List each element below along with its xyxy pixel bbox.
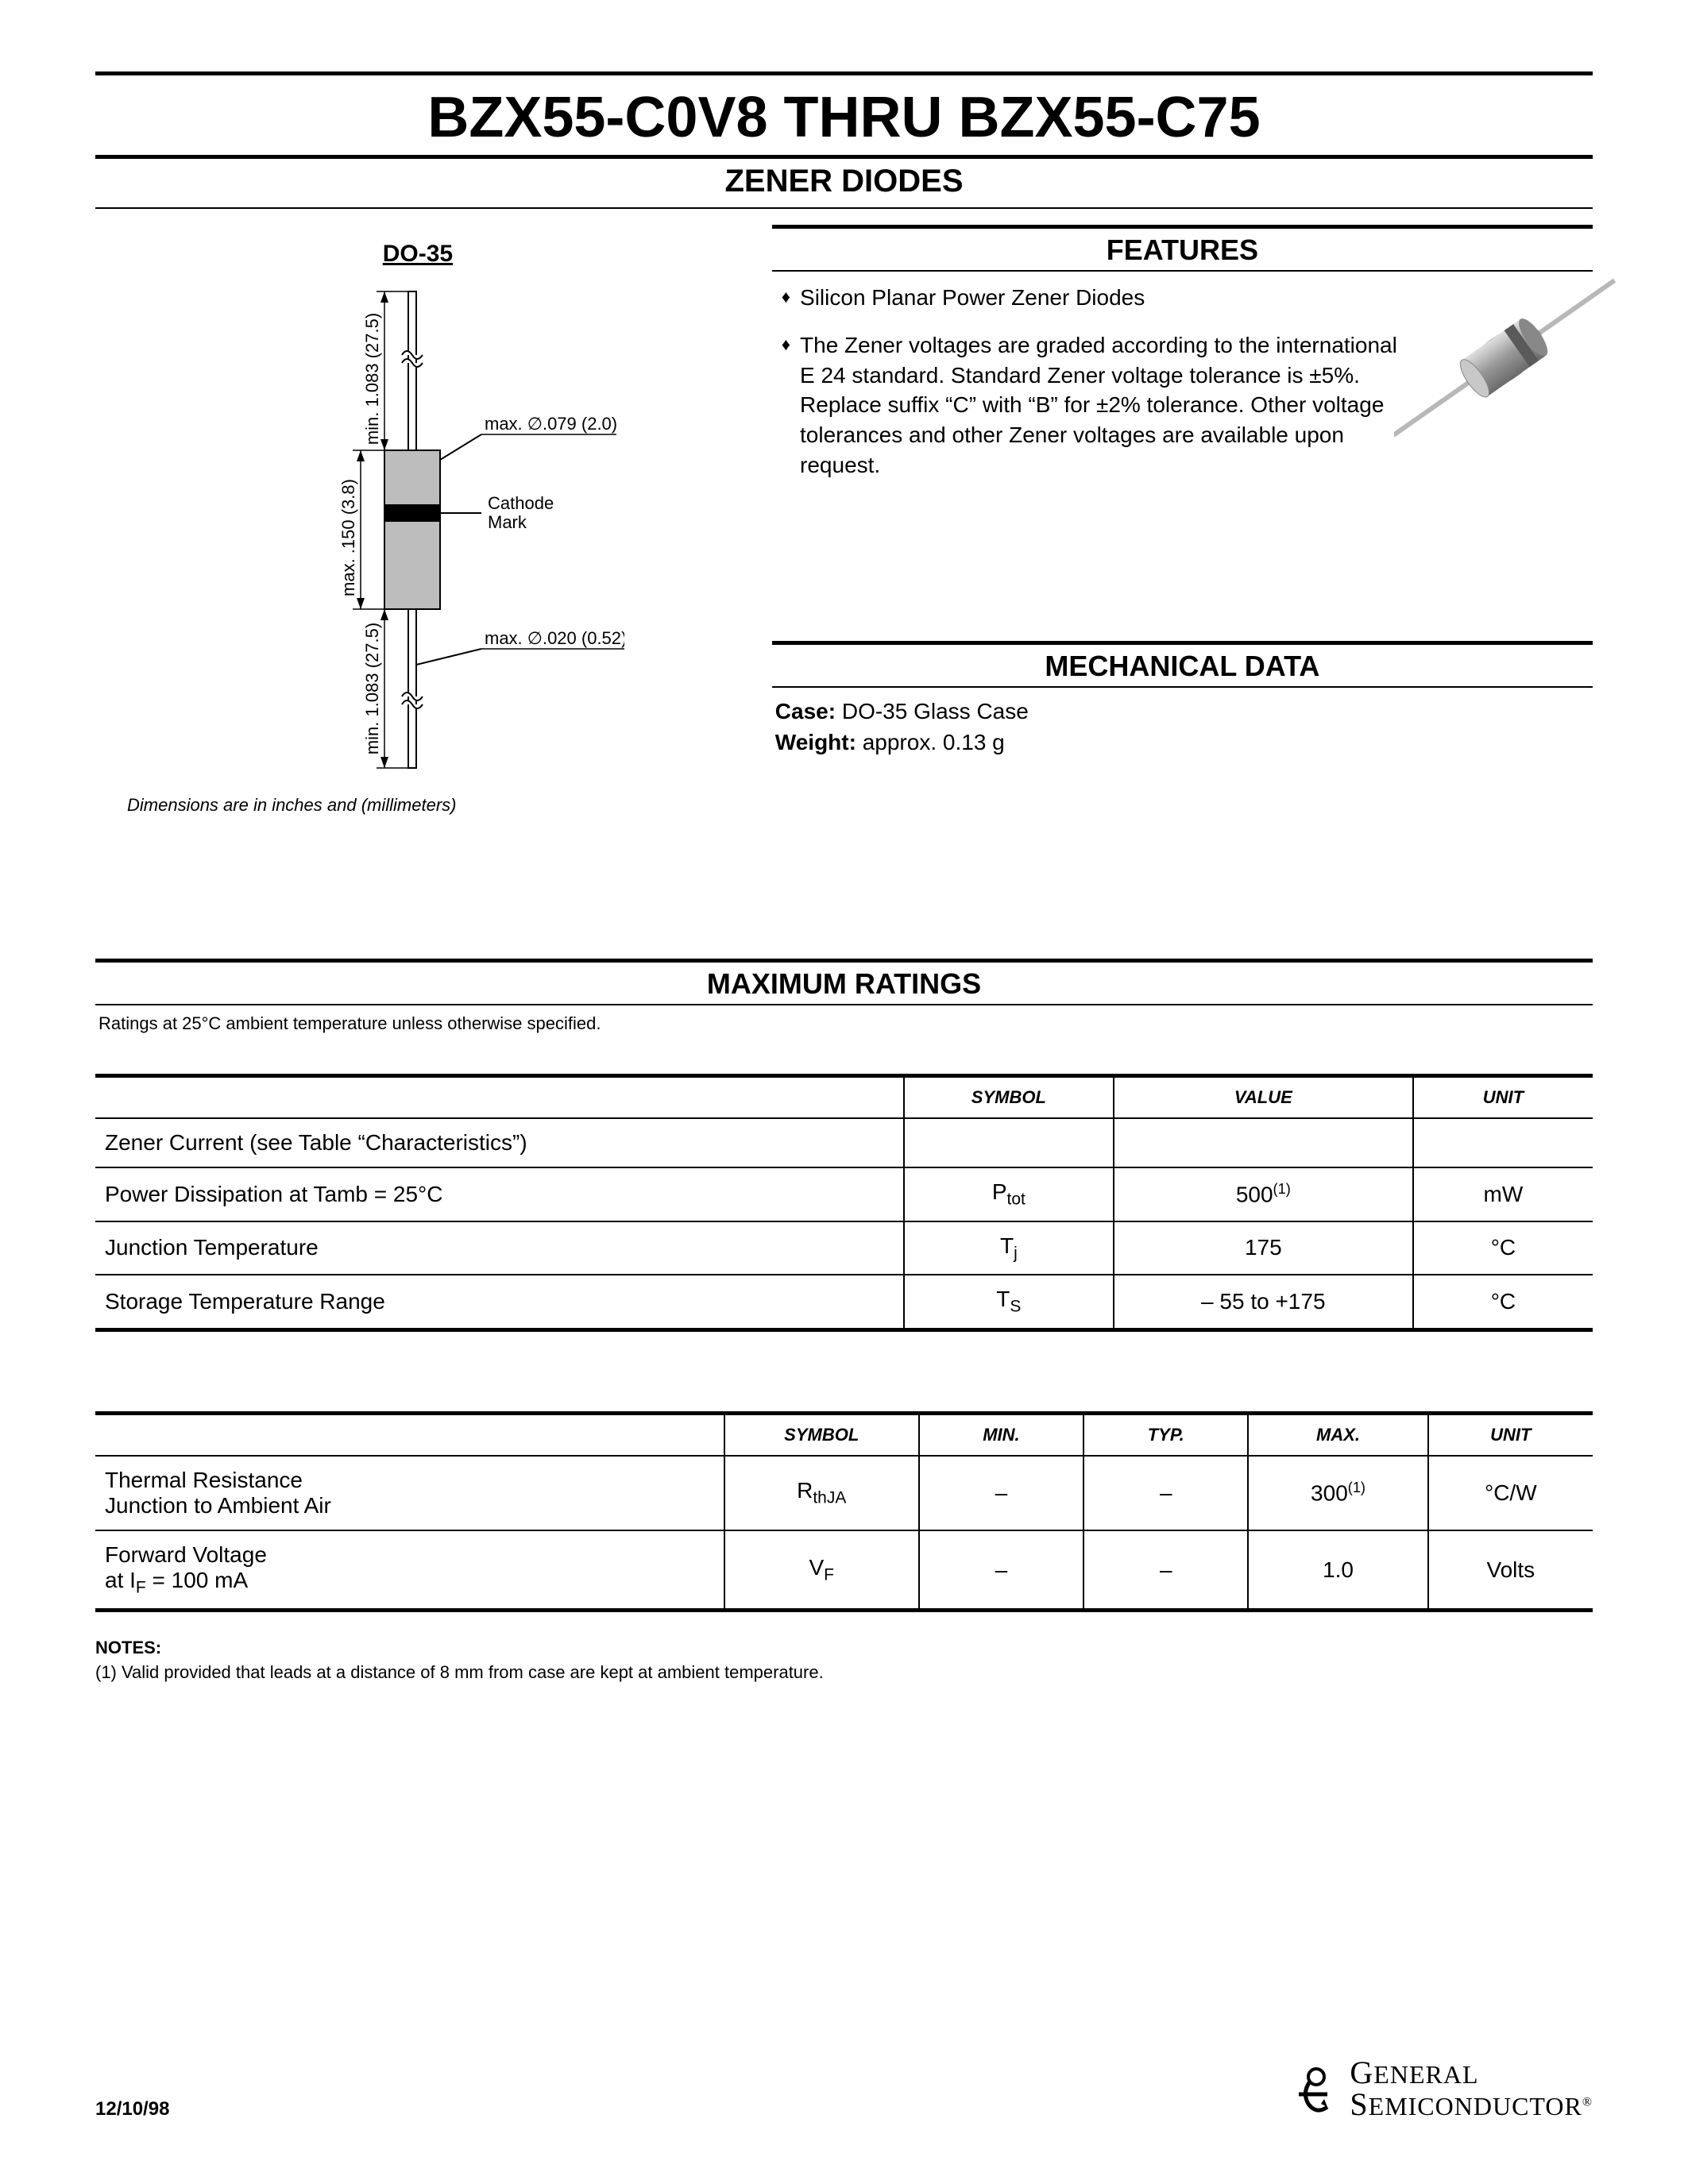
max-ratings-heading: MAXIMUM RATINGS bbox=[95, 959, 1593, 1005]
two-column-region: DO-35 Cathode Mark max. ∅.079 (2.0) bbox=[95, 225, 1593, 816]
note-item: (1) Valid provided that leads at a dista… bbox=[95, 1661, 1593, 1685]
max-ratings-section: MAXIMUM RATINGS Ratings at 25°C ambient … bbox=[95, 959, 1593, 1685]
unit-cell: °C bbox=[1413, 1221, 1593, 1275]
symbol-cell: TS bbox=[904, 1275, 1114, 1329]
registered-icon: ® bbox=[1582, 2095, 1593, 2109]
do35-body-len-label: max. .150 (3.8) bbox=[338, 479, 358, 596]
table-header-row: SYMBOL VALUE UNIT bbox=[95, 1076, 1593, 1119]
value-cell: 500(1) bbox=[1114, 1167, 1413, 1221]
typ-cell: – bbox=[1083, 1456, 1248, 1530]
max-ratings-table: SYMBOL VALUE UNIT Zener Current (see Tab… bbox=[95, 1074, 1593, 1332]
diode-photo-illustration bbox=[1394, 257, 1617, 463]
col-header: UNIT bbox=[1428, 1413, 1593, 1456]
table-header-row: SYMBOL MIN. TYP. MAX. UNIT bbox=[95, 1413, 1593, 1456]
mechanical-body: Case: DO-35 Glass Case Weight: approx. 0… bbox=[772, 688, 1593, 758]
table-row: Power Dissipation at Tamb = 25°C Ptot 50… bbox=[95, 1167, 1593, 1221]
table-row: Storage Temperature Range TS – 55 to +17… bbox=[95, 1275, 1593, 1329]
do35-cathode-label: Cathode bbox=[488, 493, 554, 513]
value-cell bbox=[1114, 1118, 1413, 1167]
symbol-cell bbox=[904, 1118, 1114, 1167]
col-header: SYMBOL bbox=[904, 1076, 1114, 1119]
case-value: DO-35 Glass Case bbox=[842, 699, 1029, 723]
param-cell: Forward Voltageat IF = 100 mA bbox=[95, 1530, 724, 1611]
logo-mark-icon bbox=[1292, 2061, 1340, 2116]
unit-cell: Volts bbox=[1428, 1530, 1593, 1611]
min-cell: – bbox=[919, 1456, 1083, 1530]
col-header: SYMBOL bbox=[724, 1413, 919, 1456]
unit-cell: mW bbox=[1413, 1167, 1593, 1221]
col-header bbox=[95, 1076, 904, 1119]
param-cell: Power Dissipation at Tamb = 25°C bbox=[95, 1167, 904, 1221]
page-footer: 12/10/98 GENERAL SEMICONDUCTOR® bbox=[95, 2057, 1593, 2120]
max-ratings-note: Ratings at 25°C ambient temperature unle… bbox=[95, 1005, 1593, 1074]
value-cell: 175 bbox=[1114, 1221, 1413, 1275]
param-cell: Junction Temperature bbox=[95, 1221, 904, 1275]
col-header: MAX. bbox=[1248, 1413, 1427, 1456]
col-header: TYP. bbox=[1083, 1413, 1248, 1456]
feature-text: Silicon Planar Power Zener Diodes bbox=[800, 283, 1145, 313]
symbol-cell: RthJA bbox=[724, 1456, 919, 1530]
typ-cell: – bbox=[1083, 1530, 1248, 1611]
notes-heading: NOTES: bbox=[95, 1636, 1593, 1661]
symbol-cell: VF bbox=[724, 1530, 919, 1611]
logo-text: GENERAL SEMICONDUCTOR® bbox=[1350, 2057, 1593, 2120]
col-header bbox=[95, 1413, 724, 1456]
unit-cell: °C/W bbox=[1428, 1456, 1593, 1530]
case-label: Case: bbox=[775, 699, 836, 723]
bullet-diamond-icon: ♦ bbox=[782, 330, 790, 480]
table-row: Thermal ResistanceJunction to Ambient Ai… bbox=[95, 1456, 1593, 1530]
do35-lead-top-label: min. 1.083 (27.5) bbox=[362, 313, 382, 445]
unit-cell bbox=[1413, 1118, 1593, 1167]
unit-cell: °C bbox=[1413, 1275, 1593, 1329]
dimensions-note: Dimensions are in inches and (millimeter… bbox=[127, 795, 740, 816]
param-cell: Zener Current (see Table “Characteristic… bbox=[95, 1118, 904, 1167]
param-cell: Thermal ResistanceJunction to Ambient Ai… bbox=[95, 1456, 724, 1530]
symbol-cell: Ptot bbox=[904, 1167, 1114, 1221]
do35-diagram: Cathode Mark max. ∅.079 (2.0) max. ∅.020… bbox=[211, 284, 624, 776]
do35-dia1-label: max. ∅.079 (2.0) bbox=[485, 414, 617, 434]
rule-under-subtitle bbox=[95, 207, 1593, 209]
table-row: Forward Voltageat IF = 100 mA VF – – 1.0… bbox=[95, 1530, 1593, 1611]
max-cell: 1.0 bbox=[1248, 1530, 1427, 1611]
logo-line1-text: ENERAL bbox=[1373, 2060, 1478, 2089]
page-title: BZX55-C0V8 THRU BZX55-C75 bbox=[95, 75, 1593, 155]
max-cell: 300(1) bbox=[1248, 1456, 1427, 1530]
logo-line2-text: EMICONDUCTOR bbox=[1369, 2092, 1582, 2120]
col-header: VALUE bbox=[1114, 1076, 1413, 1119]
secondary-ratings-table: SYMBOL MIN. TYP. MAX. UNIT Thermal Resis… bbox=[95, 1411, 1593, 1613]
mechanical-heading: MECHANICAL DATA bbox=[772, 641, 1593, 688]
col-header: UNIT bbox=[1413, 1076, 1593, 1119]
do35-lead-bot-label: min. 1.083 (27.5) bbox=[362, 623, 382, 754]
left-column: DO-35 Cathode Mark max. ∅.079 (2.0) bbox=[95, 225, 740, 816]
symbol-cell: Tj bbox=[904, 1221, 1114, 1275]
feature-text: The Zener voltages are graded according … bbox=[800, 330, 1402, 480]
table-row: Junction Temperature Tj 175 °C bbox=[95, 1221, 1593, 1275]
right-column: FEATURES ♦ Silicon Planar Power Zener Di… bbox=[772, 225, 1593, 816]
table-row: Zener Current (see Table “Characteristic… bbox=[95, 1118, 1593, 1167]
page-subtitle: ZENER DIODES bbox=[95, 159, 1593, 207]
param-cell: Storage Temperature Range bbox=[95, 1275, 904, 1329]
col-header: MIN. bbox=[919, 1413, 1083, 1456]
value-cell: – 55 to +175 bbox=[1114, 1275, 1413, 1329]
do35-heading: DO-35 bbox=[95, 241, 740, 268]
notes-section: NOTES: (1) Valid provided that leads at … bbox=[95, 1636, 1593, 1685]
bullet-diamond-icon: ♦ bbox=[782, 283, 790, 313]
do35-dia2-label: max. ∅.020 (0.52) bbox=[485, 628, 624, 648]
footer-date: 12/10/98 bbox=[95, 2098, 169, 2120]
weight-label: Weight: bbox=[775, 730, 856, 754]
svg-text:Mark: Mark bbox=[488, 512, 527, 532]
weight-value: approx. 0.13 g bbox=[863, 730, 1005, 754]
min-cell: – bbox=[919, 1530, 1083, 1611]
company-logo: GENERAL SEMICONDUCTOR® bbox=[1292, 2057, 1593, 2120]
